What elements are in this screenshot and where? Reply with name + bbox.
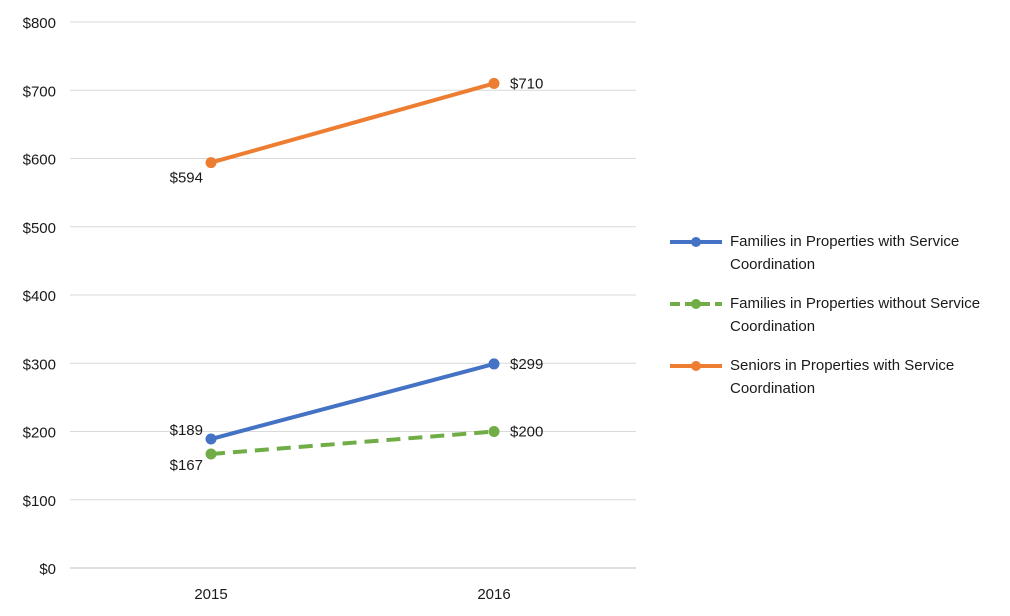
legend-swatch bbox=[670, 361, 722, 371]
data-point bbox=[488, 426, 500, 437]
y-tick-label: $100 bbox=[23, 493, 56, 510]
legend-label: Seniors in Properties with Service Coord… bbox=[730, 357, 955, 397]
data-point bbox=[488, 77, 500, 89]
legend-label: Families in Properties with Service Coor… bbox=[730, 233, 960, 273]
data-label: $299 bbox=[510, 356, 543, 373]
x-tick-label: 2015 bbox=[194, 586, 227, 603]
legend-label: Families in Properties without Service C… bbox=[730, 295, 981, 335]
legend-item: Seniors in Properties with Service Coord… bbox=[668, 354, 1003, 400]
data-label: $167 bbox=[170, 457, 203, 474]
y-tick-label: $500 bbox=[23, 220, 56, 237]
data-point bbox=[488, 358, 500, 370]
series-line bbox=[210, 81, 495, 165]
y-tick-label: $200 bbox=[23, 425, 56, 442]
y-tick-label: $0 bbox=[39, 561, 56, 578]
data-label: $594 bbox=[170, 170, 203, 187]
y-tick-label: $600 bbox=[23, 152, 56, 169]
x-tick-label: 2016 bbox=[477, 586, 510, 603]
legend-item: Families in Properties with Service Coor… bbox=[668, 230, 1003, 276]
legend-marker bbox=[691, 237, 701, 247]
y-tick-label: $700 bbox=[23, 83, 56, 100]
data-point bbox=[205, 448, 217, 460]
data-label: $710 bbox=[510, 75, 543, 92]
series-line bbox=[210, 361, 495, 441]
data-point bbox=[205, 433, 217, 445]
y-tick-label: $800 bbox=[23, 15, 56, 32]
legend-marker bbox=[691, 299, 701, 309]
legend-item: Families in Properties without Service C… bbox=[668, 292, 1003, 338]
legend-marker bbox=[691, 361, 701, 371]
series-line bbox=[210, 429, 495, 457]
legend-swatch bbox=[670, 237, 722, 247]
legend-swatch bbox=[670, 299, 722, 309]
y-tick-label: $300 bbox=[23, 356, 56, 373]
data-label: $189 bbox=[170, 422, 203, 439]
y-tick-label: $400 bbox=[23, 288, 56, 305]
data-label: $200 bbox=[510, 424, 543, 441]
data-point bbox=[205, 157, 217, 169]
chart-legend: Families in Properties with Service Coor… bbox=[668, 230, 1003, 416]
